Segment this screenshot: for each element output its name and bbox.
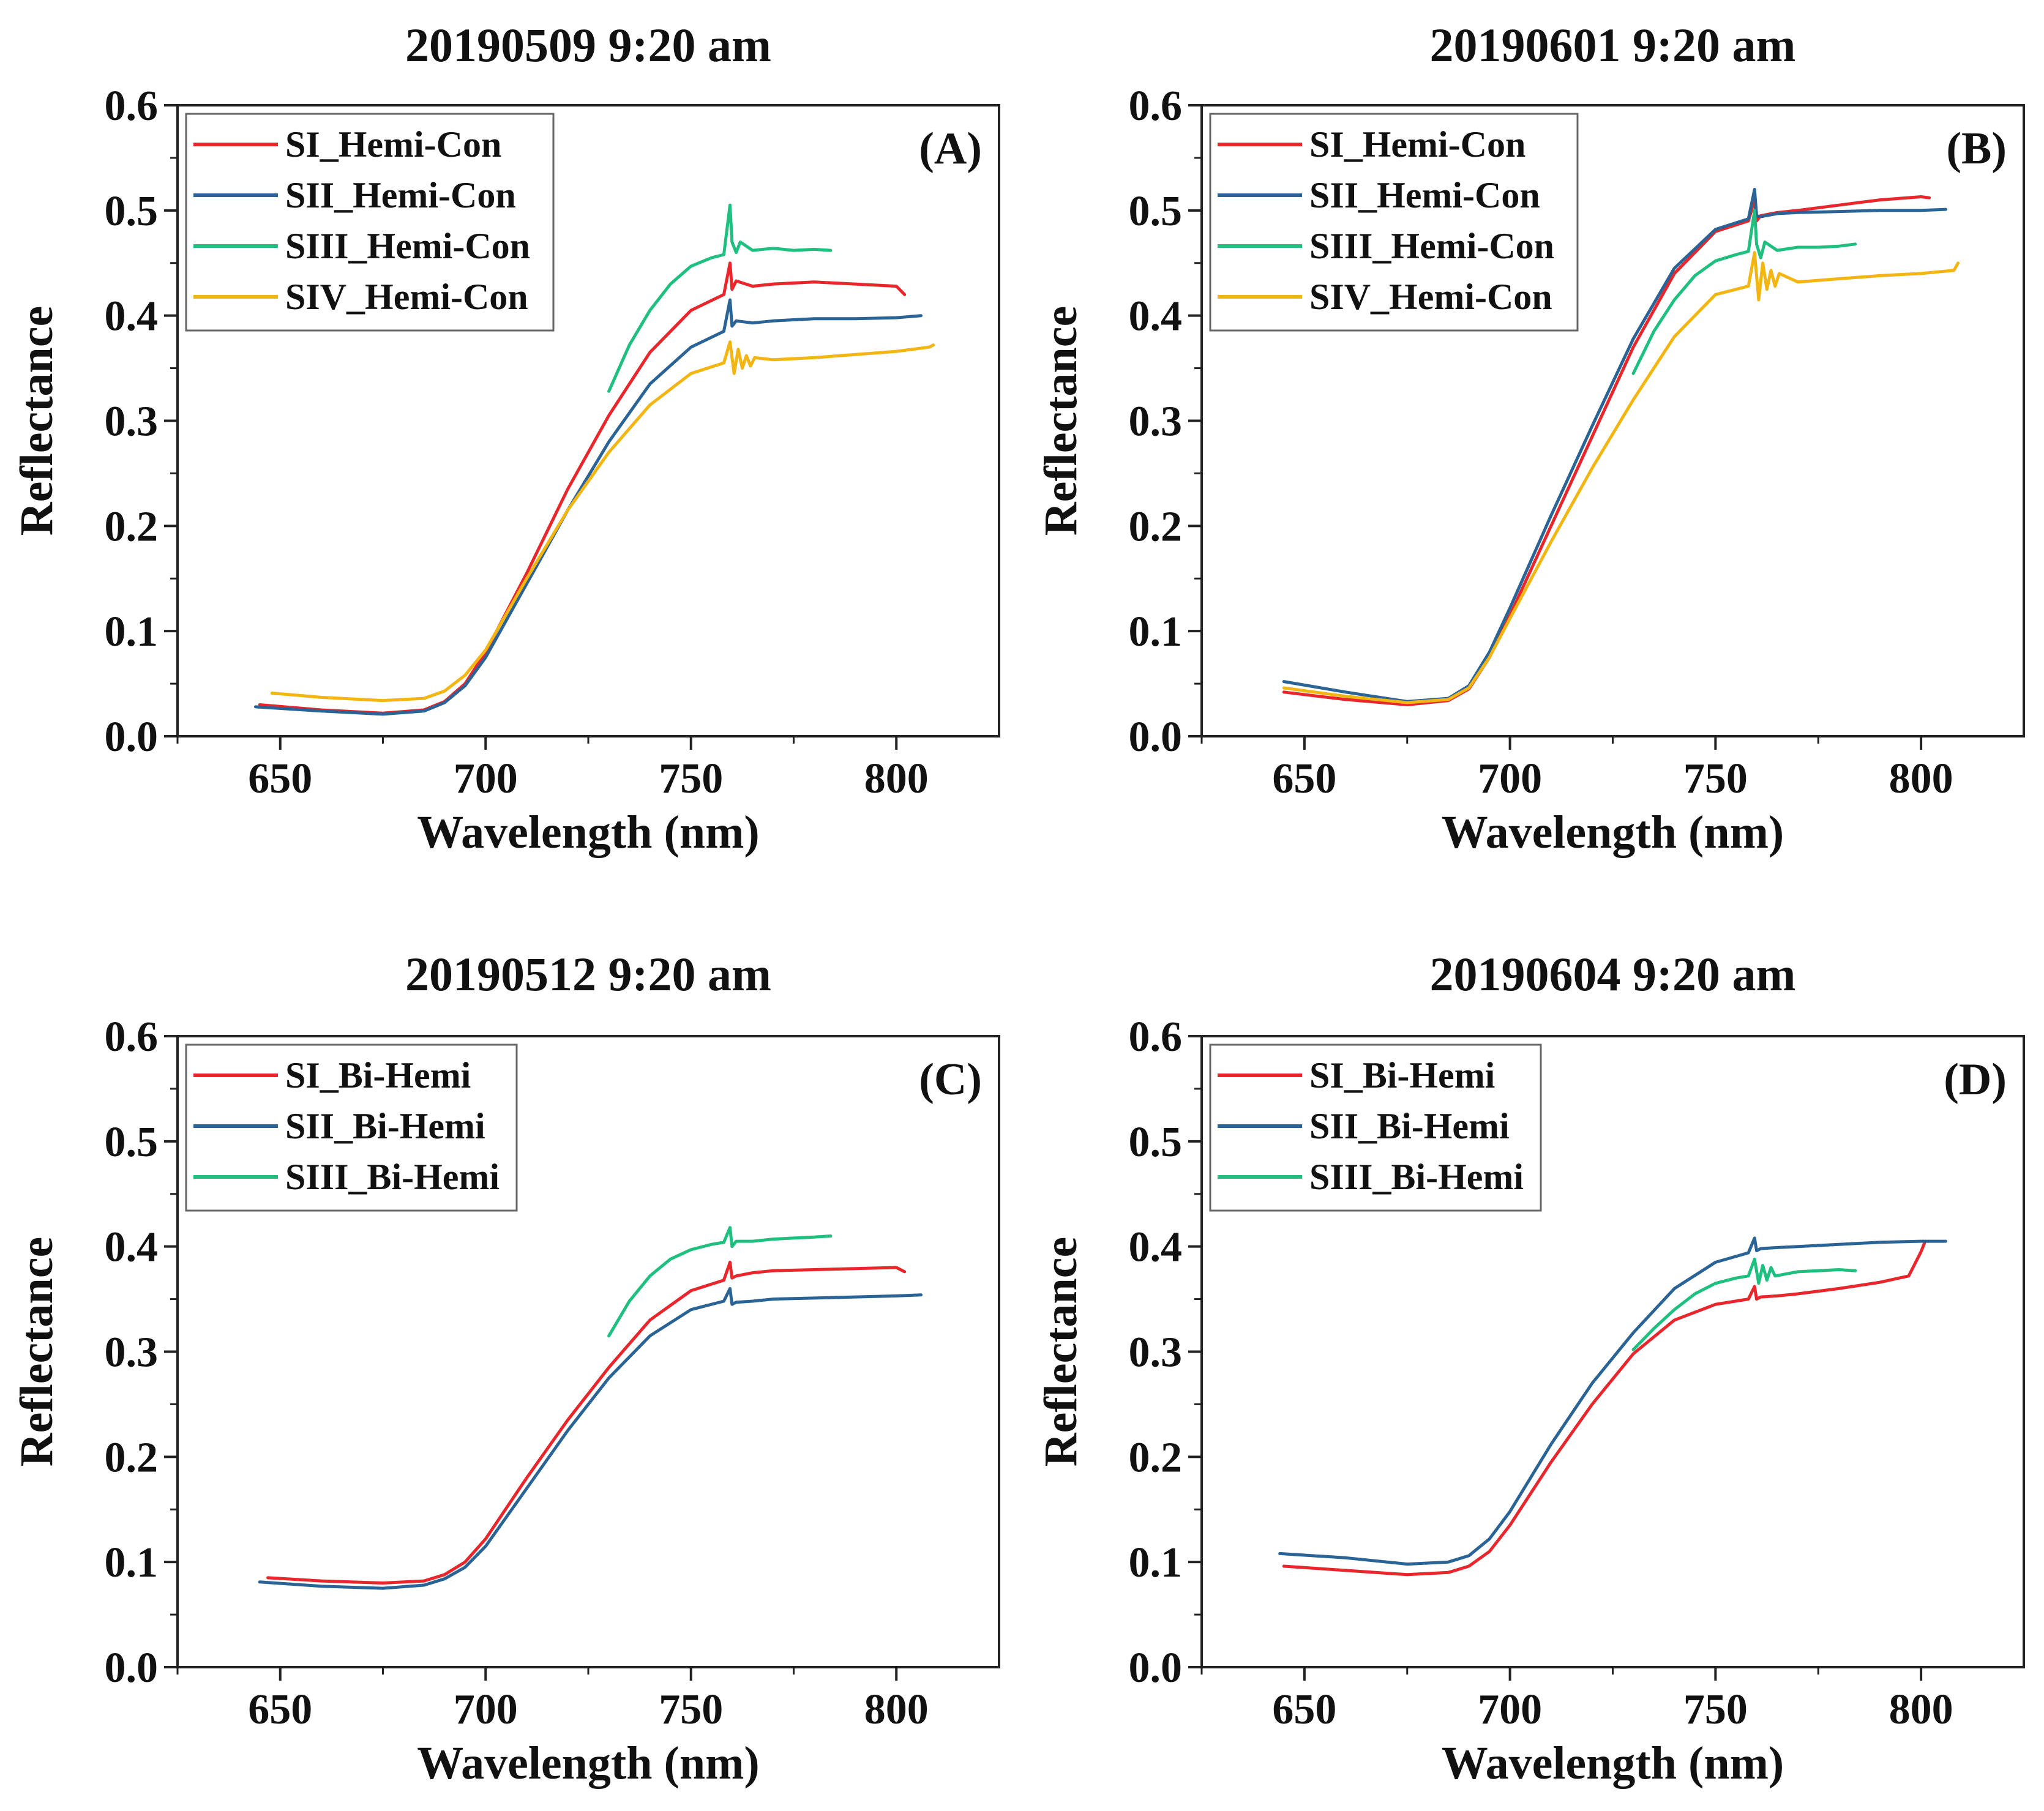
chart-b-xtick-label: 800 xyxy=(1889,755,1953,802)
chart-b-ytick-label: 0.6 xyxy=(1129,83,1183,130)
chart-c-xtick-label: 800 xyxy=(864,1686,929,1733)
chart-c-legend-label: SI_Bi-Hemi xyxy=(285,1055,471,1096)
chart-c: 20190512 9:20 am 0.0 0.1 0.2 0.3 0.4 0.5 0.6 650… xyxy=(11,947,1000,1789)
chart-c-ytick-label: 0.2 xyxy=(105,1434,159,1481)
chart-a-ytick-label: 0.1 xyxy=(105,608,159,655)
chart-c-title: 20190512 9:20 am xyxy=(405,947,771,1001)
chart-a-series-3-line xyxy=(607,203,833,393)
chart-a-xtick-label: 650 xyxy=(248,755,312,802)
chart-b-legend-label: SIV_Hemi-Con xyxy=(1309,277,1552,317)
chart-c-xtick-label: 650 xyxy=(248,1686,312,1733)
chart-b-ytick-label: 0.1 xyxy=(1129,608,1183,655)
chart-d-legend-label: SII_Bi-Hemi xyxy=(1309,1106,1510,1146)
chart-c-series-2-line xyxy=(258,1286,923,1590)
chart-a-xtick-label: 800 xyxy=(864,755,929,802)
chart-d-series-1-line xyxy=(1282,1239,1927,1577)
chart-a-series-2-line xyxy=(254,298,923,716)
chart-d-ytick-label: 0.4 xyxy=(1129,1224,1183,1271)
chart-b-legend-label: SI_Hemi-Con xyxy=(1309,124,1526,165)
chart-a-legend-label: SIII_Hemi-Con xyxy=(285,226,530,266)
chart-b-legend: SI_Hemi-Con SII_Hemi-Con SIII_Hemi-Con SIV_… xyxy=(1209,113,1579,332)
chart-d-xtick-label: 750 xyxy=(1683,1686,1748,1733)
chart-d-panel-label: (D) xyxy=(1944,1055,2007,1105)
chart-d-ytick-label: 0.3 xyxy=(1129,1329,1183,1376)
chart-b-xlabel: Wavelength (nm) xyxy=(1442,807,1784,858)
chart-b-xtick-label: 700 xyxy=(1478,755,1542,802)
chart-b: 20190601 9:20 am 0.0 0.1 0.2 0.3 0.4 0.5 0.6 650… xyxy=(1035,18,2025,858)
chart-b-ytick-label: 0.0 xyxy=(1129,714,1183,761)
chart-c-ytick-label: 0.0 xyxy=(105,1645,159,1692)
chart-a: 20190509 9:20 am 0.0 0.1 0.2 0.3 0.4 0.5 0.6 650… xyxy=(11,18,1000,858)
chart-a-ylabel: Reflectance xyxy=(11,306,62,536)
chart-a-title: 20190509 9:20 am xyxy=(405,18,771,72)
chart-c-ylabel: Reflectance xyxy=(11,1237,62,1467)
chart-c-ytick-label: 0.1 xyxy=(105,1539,159,1586)
chart-d: 20190604 9:20 am 0.0 0.1 0.2 0.3 0.4 0.5 0.6 650… xyxy=(1035,947,2025,1789)
chart-d-xtick-label: 650 xyxy=(1272,1686,1336,1733)
chart-a-legend-box xyxy=(185,113,555,332)
chart-d-legend-label: SIII_Bi-Hemi xyxy=(1309,1157,1524,1197)
chart-c-series-1-line xyxy=(266,1260,907,1585)
chart-d-legend: SI_Bi-Hemi SII_Bi-Hemi SIII_Bi-Hemi xyxy=(1209,1044,1542,1212)
chart-c-panel-label: (C) xyxy=(919,1055,982,1105)
chart-c-legend-label: SIII_Bi-Hemi xyxy=(285,1157,500,1197)
chart-a-ytick-label: 0.0 xyxy=(105,714,159,761)
chart-b-title: 20190601 9:20 am xyxy=(1430,18,1796,72)
chart-a-legend-label: SI_Hemi-Con xyxy=(285,124,501,165)
chart-c-ytick-label: 0.3 xyxy=(105,1329,159,1376)
chart-d-xlabel: Wavelength (nm) xyxy=(1442,1738,1784,1789)
chart-c-legend-label: SII_Bi-Hemi xyxy=(285,1106,485,1146)
chart-b-legend-label: SII_Hemi-Con xyxy=(1309,175,1540,215)
chart-c-ytick-label: 0.4 xyxy=(105,1224,159,1271)
chart-d-ytick-label: 0.0 xyxy=(1129,1645,1183,1692)
chart-d-ytick-label: 0.5 xyxy=(1129,1119,1183,1166)
chart-b-ylabel: Reflectance xyxy=(1035,306,1087,536)
chart-d-ylabel: Reflectance xyxy=(1035,1237,1087,1467)
chart-d-ytick-label: 0.2 xyxy=(1129,1434,1183,1481)
chart-c-xtick-label: 750 xyxy=(659,1686,723,1733)
chart-b-ytick-label: 0.4 xyxy=(1129,293,1183,340)
chart-d-title: 20190604 9:20 am xyxy=(1430,947,1796,1001)
chart-d-series-2-line xyxy=(1278,1236,1947,1566)
chart-a-legend-label: SIV_Hemi-Con xyxy=(285,277,528,317)
chart-a-ytick-label: 0.3 xyxy=(105,398,159,446)
chart-a-legend: SI_Hemi-Con SII_Hemi-Con SIII_Hemi-Con SIV_… xyxy=(185,113,555,332)
chart-a-xlabel: Wavelength (nm) xyxy=(417,807,759,858)
chart-a-ytick-label: 0.2 xyxy=(105,503,159,550)
chart-d-ytick-label: 0.1 xyxy=(1129,1539,1183,1586)
chart-c-series-3-line xyxy=(607,1226,833,1338)
chart-d-xtick-label: 800 xyxy=(1889,1686,1953,1733)
chart-c-legend: SI_Bi-Hemi SII_Bi-Hemi SIII_Bi-Hemi xyxy=(185,1044,518,1212)
chart-b-ytick-label: 0.5 xyxy=(1129,188,1183,235)
chart-d-legend-label: SI_Bi-Hemi xyxy=(1309,1055,1495,1096)
chart-b-ytick-label: 0.3 xyxy=(1129,398,1183,446)
chart-a-series-4-line xyxy=(270,340,935,703)
chart-d-ytick-label: 0.6 xyxy=(1129,1014,1183,1061)
chart-b-legend-label: SIII_Hemi-Con xyxy=(1309,226,1554,266)
chart-a-ytick-label: 0.5 xyxy=(105,188,159,235)
chart-a-panel-label: (A) xyxy=(919,124,982,174)
chart-b-panel-label: (B) xyxy=(1946,124,2007,174)
chart-c-ytick-label: 0.6 xyxy=(105,1014,159,1061)
chart-a-xtick-label: 700 xyxy=(454,755,518,802)
chart-a-legend-label: SII_Hemi-Con xyxy=(285,175,516,215)
chart-c-ytick-label: 0.5 xyxy=(105,1119,159,1166)
chart-b-series-3-line xyxy=(1631,209,1857,375)
chart-b-ytick-label: 0.2 xyxy=(1129,503,1183,550)
chart-b-xtick-label: 750 xyxy=(1683,755,1748,802)
chart-c-xlabel: Wavelength (nm) xyxy=(417,1738,759,1789)
chart-d-series-3-line xyxy=(1631,1257,1857,1351)
chart-d-xtick-label: 700 xyxy=(1478,1686,1542,1733)
chart-b-xtick-label: 650 xyxy=(1272,755,1336,802)
chart-a-ytick-label: 0.4 xyxy=(105,293,159,340)
chart-c-xtick-label: 700 xyxy=(454,1686,518,1733)
chart-a-ytick-label: 0.6 xyxy=(105,83,159,130)
chart-b-legend-box xyxy=(1209,113,1579,332)
chart-a-xtick-label: 750 xyxy=(659,755,723,802)
chart-b-series-4-line xyxy=(1282,251,1960,704)
